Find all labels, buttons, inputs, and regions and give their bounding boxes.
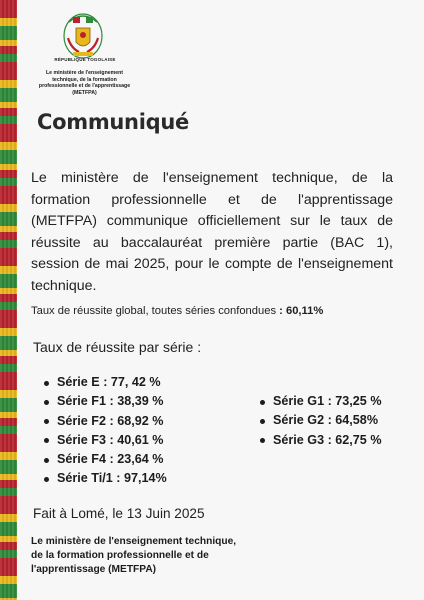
signature-line: Le ministère de l'enseignement technique…: [31, 536, 237, 547]
list-item: Série Ti/1 : 97,14%: [44, 469, 167, 488]
ministry-header-line: professionnelle et de l'apprentissage: [38, 83, 131, 90]
place-date: Fait à Lomé, le 13 Juin 2025: [33, 506, 205, 521]
list-item: Série E : 77, 42 %: [44, 373, 167, 392]
signature-line: l'apprentissage (METFPA): [31, 564, 157, 575]
signature-line: de la formation professionnelle et de: [31, 550, 209, 561]
signature-block: Le ministère de l'enseignement technique…: [31, 535, 301, 577]
republic-label: RÉPUBLIQUE TOGOLAISE: [54, 57, 116, 62]
list-item: Série F3 : 40,61 %: [44, 431, 167, 450]
list-item: Série G1 : 73,25 %: [260, 392, 382, 411]
ministry-header-line: (METFPA): [72, 89, 97, 96]
series-list-left: Série E : 77, 42 % Série F1 : 38,39 % Sé…: [44, 373, 167, 489]
coat-of-arms-icon: [63, 13, 103, 59]
intro-paragraph: Le ministère de l'enseignement technique…: [31, 170, 393, 294]
global-rate-value: : 60,11%: [276, 305, 324, 317]
list-item: Série F2 : 68,92 %: [44, 412, 167, 431]
per-serie-heading: Taux de réussite par série :: [33, 339, 202, 355]
communique-page: RÉPUBLIQUE TOGOLAISE Le ministère de l'e…: [17, 0, 424, 600]
series-list-right: Série G1 : 73,25 % Série G2 : 64,58% Sér…: [260, 392, 382, 450]
list-item: Série F4 : 23,64 %: [44, 450, 167, 469]
decorative-side-band: [0, 0, 17, 600]
global-rate-label: Taux de réussite global: [31, 305, 146, 317]
page-title: Communiqué: [37, 110, 189, 134]
ministry-header-line: technique, de la formation: [52, 76, 117, 83]
list-item: Série G2 : 64,58%: [260, 411, 382, 430]
global-rate-rest: , toutes séries confondues: [145, 305, 277, 317]
ministry-header: Le ministère de l'enseignement technique…: [27, 70, 142, 96]
list-item: Série F1 : 38,39 %: [44, 392, 167, 411]
global-rate: Taux de réussite global, toutes séries c…: [31, 305, 323, 317]
ministry-header-line: Le ministère de l'enseignement: [45, 70, 124, 76]
list-item: Série G3 : 62,75 %: [260, 431, 382, 450]
